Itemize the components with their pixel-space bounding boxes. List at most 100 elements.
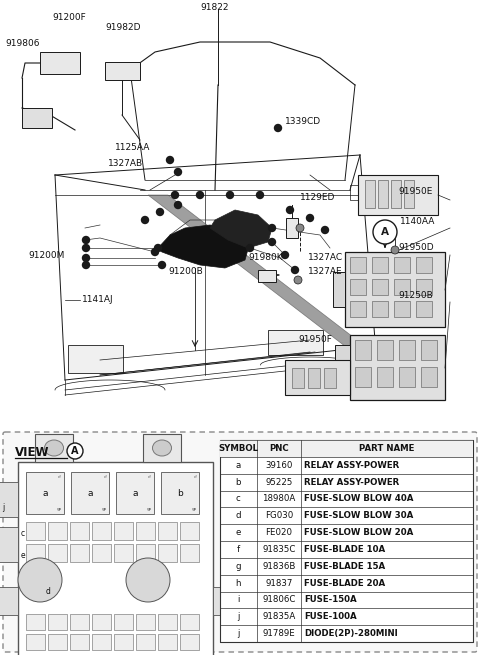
Bar [0,482,18,517]
Bar [180,614,199,630]
Bar [416,301,432,317]
Bar [333,272,345,307]
Bar [70,544,89,562]
Bar [180,544,199,562]
Bar [377,340,393,360]
Bar [161,472,199,514]
Bar [372,257,388,273]
Circle shape [287,206,293,214]
Circle shape [152,248,158,255]
Bar [26,614,45,630]
Bar [92,522,111,540]
Circle shape [227,191,233,198]
Text: FUSE-100A: FUSE-100A [304,612,357,621]
Text: gp: gp [192,507,197,511]
Bar [404,180,414,208]
Bar [71,472,109,514]
Polygon shape [155,225,250,268]
Text: d: d [46,588,50,597]
Circle shape [158,261,166,269]
Bar [421,340,437,360]
Text: 91200B: 91200B [168,267,203,276]
Circle shape [156,208,164,215]
Circle shape [175,168,181,176]
Text: FUSE-BLADE 10A: FUSE-BLADE 10A [304,545,385,554]
Bar [26,544,45,562]
Text: d: d [236,512,241,520]
Bar [92,614,111,630]
Bar [40,52,80,74]
Bar [143,434,181,462]
Bar [48,522,67,540]
Bar [70,634,89,650]
Text: 91950F: 91950F [298,335,332,345]
Bar [335,345,350,385]
Bar [114,634,133,650]
Text: cf: cf [193,475,197,479]
Bar [399,367,415,387]
Text: FUSE-BLADE 15A: FUSE-BLADE 15A [304,562,385,571]
Circle shape [83,244,89,252]
Bar [180,522,199,540]
Text: PNC: PNC [269,444,288,453]
Text: 39160: 39160 [265,460,292,470]
Bar [213,587,231,615]
Bar [136,614,155,630]
Text: b: b [177,489,183,498]
Text: 91950E: 91950E [398,187,432,196]
Bar [35,434,73,462]
Bar [114,614,133,630]
Text: gp: gp [102,507,107,511]
Circle shape [373,220,397,244]
Bar [416,279,432,295]
Text: 91980K: 91980K [248,252,283,261]
Text: 91835C: 91835C [262,545,296,554]
Bar [350,335,445,400]
Text: 91836B: 91836B [262,562,296,571]
Bar [136,634,155,650]
Bar [18,462,213,655]
Text: c: c [236,495,240,504]
Bar [26,522,45,540]
Bar [358,175,438,215]
Circle shape [391,246,399,254]
Text: 1327AB: 1327AB [108,159,143,168]
Circle shape [294,276,302,284]
Circle shape [83,255,89,261]
Text: gp: gp [147,507,152,511]
Text: A: A [381,227,389,237]
Text: 1141AJ: 1141AJ [82,295,114,305]
Bar [286,218,298,238]
Text: 1129ED: 1129ED [300,193,336,202]
Bar [345,252,445,327]
Text: VIEW: VIEW [15,446,49,459]
Polygon shape [148,195,370,350]
Bar [92,634,111,650]
Circle shape [167,157,173,164]
Text: DIODE(2P)-280MINI: DIODE(2P)-280MINI [304,629,398,638]
Circle shape [171,191,179,198]
Text: e: e [21,550,25,559]
Text: FUSE-SLOW BLOW 20A: FUSE-SLOW BLOW 20A [304,528,413,537]
Circle shape [268,225,276,231]
Text: RELAY ASSY-POWER: RELAY ASSY-POWER [304,477,399,487]
Bar [421,367,437,387]
Bar [158,522,177,540]
Text: a: a [236,460,241,470]
Ellipse shape [153,440,171,456]
Text: j: j [2,502,4,512]
Bar [136,522,155,540]
Bar [92,544,111,562]
Bar [220,440,473,457]
Text: g: g [236,562,241,571]
Bar [114,544,133,562]
Text: cf: cf [58,475,62,479]
Text: FUSE-SLOW BLOW 30A: FUSE-SLOW BLOW 30A [304,512,413,520]
Bar [158,544,177,562]
Bar [70,522,89,540]
Text: A: A [71,446,79,456]
Bar [377,367,393,387]
Text: FG030: FG030 [264,512,293,520]
Circle shape [275,124,281,132]
Text: 91950D: 91950D [398,244,433,252]
